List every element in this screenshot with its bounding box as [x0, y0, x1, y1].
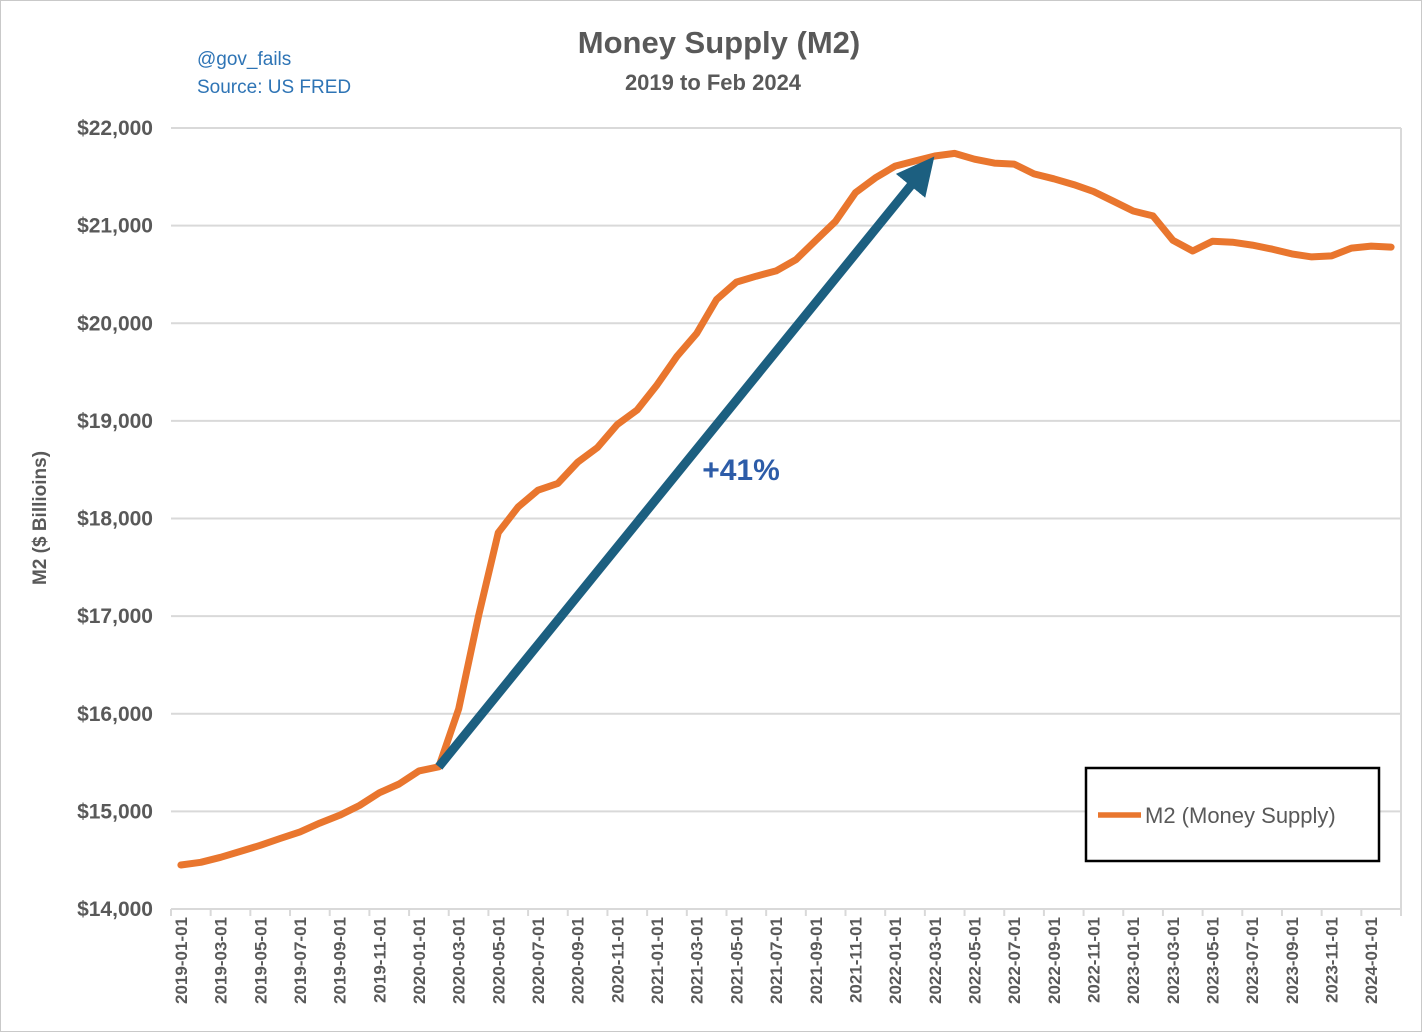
x-tick-label: 2022-11-01 [1085, 917, 1104, 1003]
m2-series [177, 149, 1395, 869]
x-tick-label: 2022-05-01 [965, 917, 984, 1004]
credit-source: Source: US FRED [197, 77, 351, 98]
x-tick-label: 2022-03-01 [926, 917, 945, 1004]
x-tick-label: 2020-03-01 [450, 917, 469, 1004]
x-tick-label: 2024-01-01 [1362, 917, 1381, 1004]
legend-label: M2 (Money Supply) [1145, 803, 1336, 828]
x-tick-label: 2021-03-01 [688, 917, 707, 1004]
x-tick-label: 2023-07-01 [1243, 917, 1262, 1004]
x-tick-label: 2023-09-01 [1283, 917, 1302, 1004]
x-tick-label: 2021-07-01 [767, 917, 786, 1004]
x-tick-label: 2022-09-01 [1045, 917, 1064, 1004]
legend-box [1084, 766, 1381, 863]
y-axis-tick-labels: $22,000 $21,000 $20,000 $19,000 $18,000 $17,0… [77, 117, 153, 921]
gridlines [171, 127, 1402, 910]
x-tick-label: 2023-11-01 [1323, 917, 1342, 1003]
chart-title: Money Supply (M2) [578, 25, 860, 60]
y-tick-label: $22,000 [77, 117, 153, 140]
growth-percent-label: +41% [702, 454, 780, 487]
credit-handle: @gov_fails [197, 49, 291, 70]
y-tick-label: $16,000 [77, 703, 153, 726]
x-tick-label: 2019-09-01 [331, 917, 350, 1004]
x-tick-label: 2023-01-01 [1124, 917, 1143, 1004]
y-tick-label: $15,000 [77, 800, 153, 823]
x-tick-label: 2019-11-01 [370, 917, 389, 1003]
x-tick-label: 2021-05-01 [727, 917, 746, 1004]
x-tick-label: 2021-01-01 [648, 917, 667, 1004]
growth-arrow [435, 156, 935, 770]
legend: M2 (Money Supply) [1084, 766, 1381, 863]
y-tick-label: $17,000 [77, 605, 153, 628]
y-tick-label: $14,000 [77, 898, 153, 921]
x-tick-label: 2023-05-01 [1204, 917, 1223, 1004]
y-tick-label: $19,000 [77, 410, 153, 433]
m2-series-line [177, 149, 1395, 869]
y-axis-title: M2 ($ Billioins) [30, 451, 51, 585]
x-tick-label: 2021-09-01 [807, 917, 826, 1004]
x-tick-label: 2020-11-01 [608, 917, 627, 1003]
x-tick-label: 2019-07-01 [291, 917, 310, 1004]
x-tick-label: 2023-03-01 [1164, 917, 1183, 1004]
y-tick-label: $18,000 [77, 508, 153, 531]
x-tick-label: 2020-01-01 [410, 917, 429, 1004]
x-tick-label: 2019-05-01 [251, 917, 270, 1004]
x-tick-label: 2019-03-01 [212, 917, 231, 1004]
x-tick-label: 2022-01-01 [886, 917, 905, 1004]
y-tick-label: $20,000 [77, 312, 153, 335]
x-tick-label: 2019-01-01 [172, 917, 191, 1004]
growth-arrow-line [435, 156, 935, 770]
x-tick-label: 2020-07-01 [529, 917, 548, 1004]
chart-subtitle: 2019 to Feb 2024 [625, 70, 802, 95]
y-tick-label: $21,000 [77, 215, 153, 238]
x-tick-label: 2021-11-01 [846, 917, 865, 1003]
x-tick-label: 2020-05-01 [489, 917, 508, 1004]
x-tick-label: 2022-07-01 [1005, 917, 1024, 1004]
x-tick-label: 2020-09-01 [569, 917, 588, 1004]
x-axis-tick-labels: 2019-01-01 2019-03-01 2019-05-01 2019-07-01… [170, 909, 1402, 1004]
